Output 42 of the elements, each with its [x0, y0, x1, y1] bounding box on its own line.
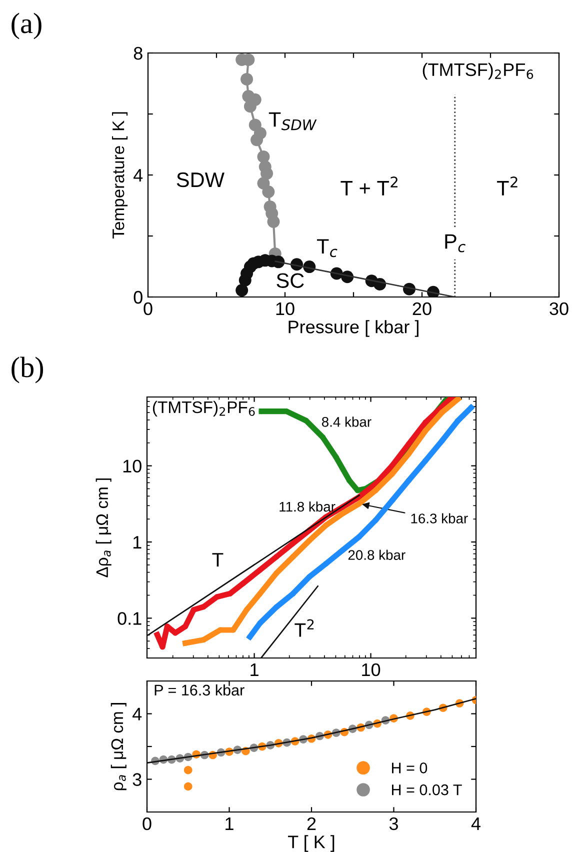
annotation: (TMTSF)$_{2}$PF$_{6}$: [422, 62, 534, 80]
series-label: T$_{SDW}$: [268, 112, 317, 130]
y-axis-title: Temperature [ K ]: [112, 112, 128, 239]
x-tick-label: 20: [412, 302, 432, 316]
y-tick-label: 0.1: [118, 612, 142, 625]
x-tick-label: 2: [307, 817, 316, 830]
annotation: P = 16.3 kbar: [154, 684, 244, 696]
y-tick-label: 4: [134, 169, 143, 182]
ref-line-label: P$_{c}$: [445, 234, 466, 252]
x-axis-title: T [ K ]: [288, 835, 334, 852]
chart-title: (b): [12, 356, 44, 384]
x-tick-label: 30: [550, 302, 568, 316]
x-tick-label: 1: [226, 818, 234, 830]
series-label: 20.8 kbar: [348, 550, 406, 560]
x-tick-label: 0: [144, 302, 152, 316]
y-tick-label: 3: [132, 773, 142, 786]
series-label: 11.8 kbar: [280, 501, 336, 512]
y-tick-label: 4: [132, 708, 142, 720]
y-tick-label: 10: [123, 460, 142, 473]
x-axis-title: Pressure [ kbar ]: [288, 320, 418, 337]
annotation: T$^{2}$: [294, 619, 314, 637]
legend-label: H = 0.03 T: [392, 784, 462, 796]
x-tick-label: 3: [389, 817, 398, 830]
y-tick-label: 1: [133, 536, 142, 549]
legend-label: H = 0: [392, 762, 428, 774]
annotation: T$^{2}$: [497, 176, 518, 196]
x-tick-label: 4: [471, 818, 480, 830]
annotation: (TMTSF)$_{2}$PF$_{6}$: [152, 400, 255, 416]
annotation: T + T$^{2}$: [340, 176, 398, 196]
series-label: T$_{c}$: [316, 239, 338, 258]
y-tick-label: 8: [134, 46, 142, 60]
y-axis-title: Δρ$_{a}$ [ μΩ cm ]: [96, 478, 112, 578]
text: 16.3 kbar: [411, 513, 468, 524]
annotation: SC: [276, 273, 304, 288]
x-tick-label: 10: [276, 302, 294, 316]
annotation: SDW: [176, 172, 224, 188]
x-tick-label: 0: [142, 817, 152, 830]
y-tick-label: 0: [134, 290, 142, 304]
series-label: 8.4 kbar: [322, 416, 372, 427]
y-axis-title: ρ$_{a}$ [ μΩ cm ]: [110, 703, 126, 790]
chart-title: (a): [12, 12, 42, 40]
annotation: T: [212, 553, 224, 566]
